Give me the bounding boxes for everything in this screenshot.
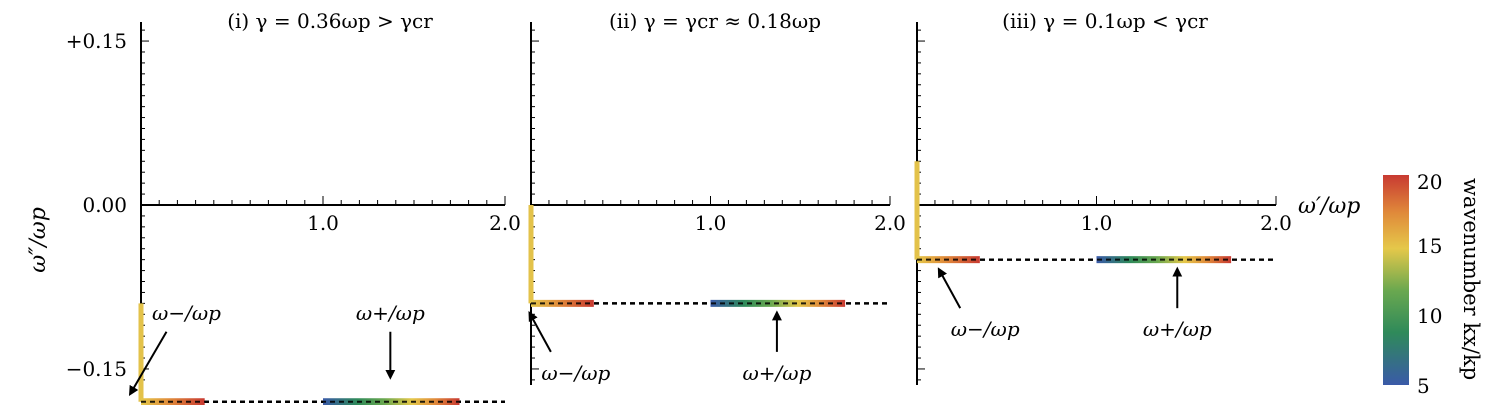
- x-tick-label: 1.0: [695, 211, 727, 235]
- panel-2: (ii) γ = γcr ≈ 0.18ωp 1.0 2.0 ω−/ωp ω+/ωp: [528, 9, 906, 385]
- annotation-label: ω−/ωp: [951, 317, 1020, 341]
- panel-title: (ii) γ = γcr ≈ 0.18ωp: [609, 9, 821, 33]
- x-tick-label: 1.0: [1081, 211, 1113, 235]
- annotation-label: ω+/ωp: [356, 301, 425, 325]
- y-tick-label: 0.00: [82, 193, 127, 217]
- colorbar-label: wavenumber kx/kp: [1459, 178, 1483, 380]
- colorbar-tick-label: 15: [1417, 234, 1442, 258]
- annotation-arrow: [128, 331, 168, 397]
- annotation-arrow: [937, 267, 962, 309]
- panel-title: (i) γ = 0.36ωp > γcr: [227, 9, 433, 33]
- colorbar: 20 15 10 5 wavenumber kx/kp: [1383, 170, 1483, 398]
- panel-title: (iii) γ = 0.1ωp < γcr: [1002, 9, 1208, 33]
- x-tick-label: 2.0: [1260, 211, 1292, 235]
- panel-1: (i) γ = 0.36ωp > γcr 1.0 2.0 +0.15 0.00 −0.15…: [66, 9, 521, 405]
- annotation-label: ω+/ωp: [742, 361, 811, 385]
- colorbar-tick-label: 10: [1417, 304, 1442, 328]
- panel-3: (iii) γ = 0.1ωp < γcr 1.0 2.0 ω−/ωp ω+/ωp: [914, 9, 1292, 385]
- annotation-label: ω−/ωp: [152, 301, 221, 325]
- x-tick-label: 2.0: [874, 211, 906, 235]
- colorbar-tick-label: 5: [1417, 374, 1430, 398]
- omega-plus-branch: [323, 398, 460, 405]
- colorbar-tick-label: 20: [1417, 170, 1442, 194]
- x-tick-label: 1.0: [307, 211, 339, 235]
- annotation-arrow: [528, 310, 552, 353]
- annotation-label: ω+/ωp: [1143, 317, 1212, 341]
- x-tick-label: 2.0: [489, 211, 521, 235]
- y-tick-label: −0.15: [66, 357, 127, 381]
- colorbar-gradient: [1383, 175, 1409, 385]
- x-axis-label: ω′/ωp: [1298, 194, 1360, 219]
- y-tick-label: +0.15: [66, 29, 127, 53]
- annotation-label: ω−/ωp: [541, 361, 610, 385]
- y-axis-label: ω″/ωp: [26, 207, 51, 273]
